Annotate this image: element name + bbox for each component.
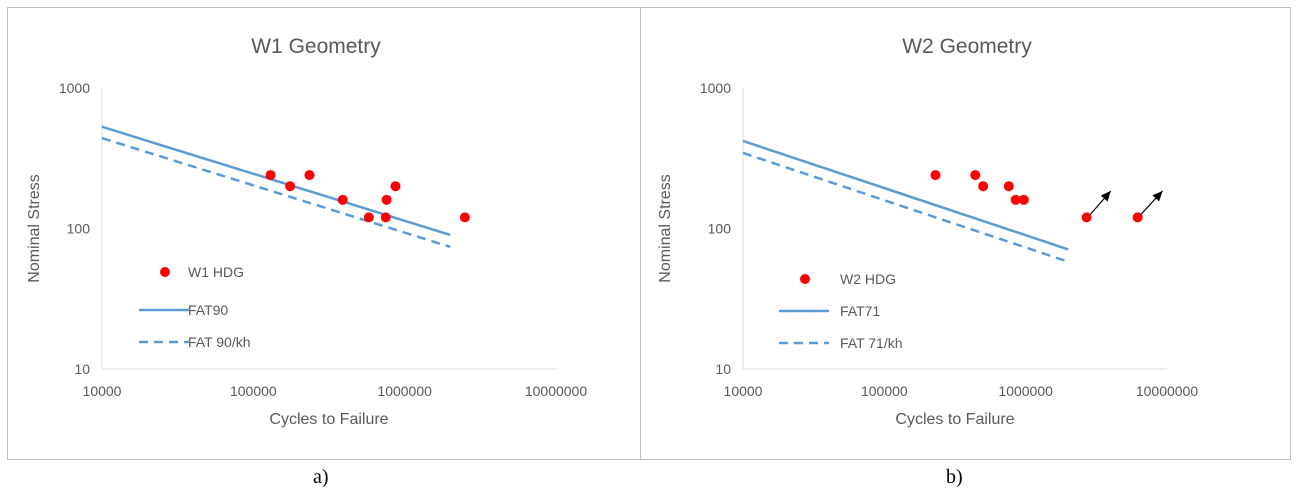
x-axis-label: Cycles to Failure [895, 411, 1014, 428]
chart-title: W1 Geometry [251, 35, 381, 58]
data-point [381, 194, 392, 205]
data-point [1081, 212, 1092, 223]
x-tick-label: 100000 [861, 383, 908, 399]
data-point [390, 181, 401, 192]
caption-b: b) [946, 466, 963, 488]
data-point [304, 170, 315, 181]
legend-label: W2 HDG [840, 271, 896, 287]
x-tick-label: 100000 [230, 383, 277, 399]
x-tick-label: 10000 [724, 383, 763, 399]
legend-marker-points [800, 274, 810, 284]
design-curve-line [101, 125, 451, 237]
design-curve-line [742, 139, 1069, 251]
data-point [1018, 194, 1029, 205]
runout-arrow-head [1152, 190, 1163, 202]
legend-marker-points [160, 267, 170, 277]
y-tick-label: 1000 [59, 80, 90, 96]
data-point [970, 170, 981, 181]
legend-label: W1 HDG [188, 264, 244, 280]
data-point [265, 170, 276, 181]
design-curve-reduced-line [742, 151, 1069, 263]
data-point [363, 212, 374, 223]
data-point [285, 181, 296, 192]
y-axis-label: Nominal Stress [657, 174, 674, 282]
y-axis-label: Nominal Stress [26, 174, 43, 282]
x-tick-label: 10000000 [525, 383, 588, 399]
legend-label: FAT90 [188, 302, 228, 318]
x-tick-label: 1000000 [377, 383, 432, 399]
data-point [1132, 212, 1143, 223]
data-point [978, 181, 989, 192]
chart-title: W2 Geometry [902, 35, 1032, 58]
data-point [1010, 194, 1021, 205]
data-point [1003, 181, 1014, 192]
caption-a: a) [313, 466, 329, 488]
data-point [337, 194, 348, 205]
chart-panel-b: W2 Geometry 1000 100 10 10000 100000 1000000 10… [657, 35, 1199, 428]
legend-label: FAT 71/kh [840, 335, 903, 351]
x-tick-label: 10000000 [1136, 383, 1199, 399]
y-tick-label: 10 [715, 361, 731, 377]
figure-frame [7, 7, 1291, 460]
data-point [380, 212, 391, 223]
runout-arrow-head [1100, 190, 1111, 202]
design-curve-reduced-line [101, 136, 451, 249]
panel-divider [640, 7, 641, 460]
chart-panel-a: W1 Geometry 1000 100 10 10000 100000 1000000 10… [26, 35, 588, 428]
y-tick-label: 100 [708, 221, 732, 237]
data-point [930, 170, 941, 181]
x-axis-label: Cycles to Failure [269, 411, 388, 428]
y-tick-label: 100 [67, 221, 91, 237]
x-tick-label: 10000 [83, 383, 122, 399]
x-tick-label: 1000000 [998, 383, 1053, 399]
data-point [459, 212, 470, 223]
legend-label: FAT71 [840, 303, 880, 319]
y-tick-label: 1000 [700, 80, 731, 96]
y-tick-label: 10 [74, 361, 90, 377]
legend-label: FAT 90/kh [188, 334, 251, 350]
